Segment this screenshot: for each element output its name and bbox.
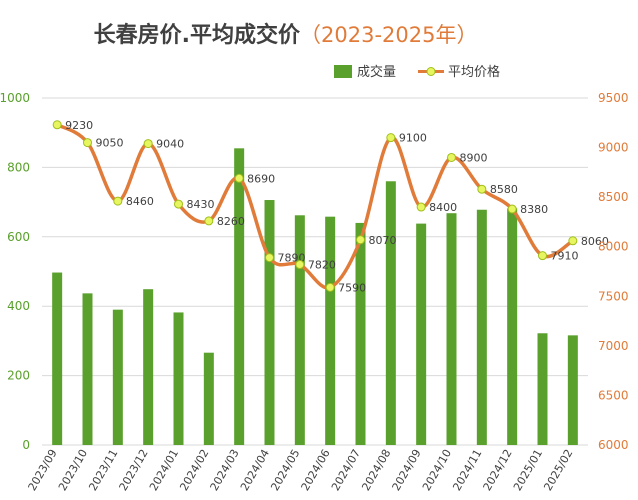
y-left-tick-label: 800 [7,160,30,174]
price-data-label: 9230 [65,119,93,132]
chart-title: 长春房价.平均成交价 [94,22,301,48]
price-data-label: 9050 [96,137,124,150]
bar [234,148,245,445]
price-point [234,173,244,183]
legend-swatch-volume [334,65,352,78]
bar [507,208,518,445]
bar [446,213,457,445]
price-data-label: 7910 [551,250,579,263]
legend-label-volume: 成交量 [357,64,396,80]
price-point [83,138,92,148]
y-right-tick-label: 9000 [598,141,629,155]
price-point [538,251,547,261]
y-right-tick-label: 9500 [598,91,629,105]
bar [294,215,305,445]
y-right-tick-label: 6500 [598,388,629,402]
price-data-label: 8060 [581,235,609,248]
price-data-label: 8260 [217,215,245,228]
x-tick-label: 2024/03 [208,447,242,493]
x-tick-label: 2024/05 [268,447,302,493]
price-point [416,202,426,212]
price-point [477,184,487,194]
price-point [52,120,62,130]
x-tick-label: 2024/08 [359,447,393,493]
y-right-tick-label: 8000 [598,240,629,254]
y-left-tick-label: 1000 [0,91,30,105]
bar [112,309,123,445]
legend: 成交量 平均价格 [334,64,500,80]
price-point [265,253,274,263]
x-tick-label: 2023/12 [117,447,151,493]
x-tick-label: 2024/09 [390,447,424,493]
x-tick-label: 2024/04 [238,447,272,493]
price-data-label: 7820 [308,259,336,272]
x-tick-label: 2023/11 [86,447,120,493]
bar [52,272,63,445]
y-right-tick-label: 7500 [598,289,629,303]
x-tick-label: 2024/02 [177,447,211,493]
y-left-tick-label: 200 [7,369,30,383]
x-tick-label: 2025/01 [511,447,545,493]
price-data-label: 8690 [247,172,275,185]
y-right-tick-label: 6000 [598,438,629,452]
line-series: 9230905084609040843082608690789078207590… [52,119,609,294]
price-data-label: 8400 [429,201,457,214]
x-tick-label: 2023/09 [26,447,60,493]
price-point [204,216,214,226]
x-tick-label: 2023/10 [56,447,90,493]
x-tick-label: 2024/11 [450,447,484,493]
y-left-tick-label: 400 [7,299,30,313]
bar [143,289,154,445]
price-point [174,199,183,209]
price-point [295,260,305,270]
price-data-label: 9100 [399,132,427,145]
price-data-label: 8580 [490,183,518,196]
price-data-label: 8070 [369,234,397,247]
x-tick-label: 2024/10 [420,447,454,493]
y-right-tick-label: 7000 [598,339,629,353]
price-data-label: 7590 [338,281,366,294]
bar [537,333,548,445]
bar [385,181,396,445]
price-data-label: 8380 [520,203,548,216]
price-point [356,235,365,245]
y-right-tick-label: 8500 [598,190,629,204]
price-point [568,236,578,246]
bar [82,293,93,445]
bar [416,223,427,445]
bar [264,200,275,445]
bar [173,312,184,445]
price-point [325,282,335,292]
x-tick-label: 2024/07 [329,447,363,493]
price-point [447,152,456,162]
bar [325,216,336,445]
price-point [143,139,153,149]
bar [203,352,214,445]
y-left-tick-label: 600 [7,230,30,244]
legend-label-price: 平均价格 [448,64,500,80]
x-tick-label: 2024/12 [481,447,515,493]
bar-series [52,148,578,445]
price-data-label: 8430 [187,198,215,211]
legend-marker-price [426,67,436,76]
price-point [507,204,517,214]
bar [476,209,487,445]
y-left-tick-label: 0 [22,438,30,452]
price-data-label: 9040 [156,138,184,151]
price-data-label: 8460 [126,195,154,208]
bar [355,222,366,445]
price-data-label: 8900 [460,151,488,164]
x-tick-label: 2025/02 [541,447,575,493]
price-point [113,196,123,206]
bar [567,335,578,445]
price-point [386,133,396,143]
x-tick-label: 2024/01 [147,447,181,493]
chart-title-range: （2023-2025年） [300,23,477,47]
x-tick-label: 2024/06 [299,447,333,493]
